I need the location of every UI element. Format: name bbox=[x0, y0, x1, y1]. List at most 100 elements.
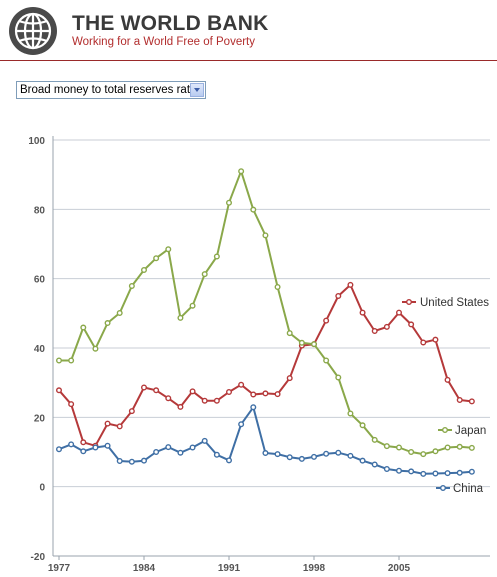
data-point bbox=[262, 232, 269, 239]
data-point bbox=[177, 314, 184, 321]
data-point bbox=[201, 437, 208, 444]
data-point bbox=[213, 451, 220, 458]
data-point bbox=[140, 384, 147, 391]
data-point bbox=[56, 357, 63, 364]
data-point bbox=[189, 444, 196, 451]
series-label: Japan bbox=[455, 425, 486, 437]
data-point bbox=[383, 443, 390, 450]
data-point bbox=[347, 410, 354, 417]
data-point bbox=[116, 423, 123, 430]
data-point bbox=[444, 470, 451, 477]
data-point bbox=[347, 281, 354, 288]
data-point bbox=[420, 470, 427, 477]
indicator-select-value: Broad money to total reserves ratio bbox=[20, 84, 199, 96]
data-point bbox=[432, 448, 439, 455]
data-point bbox=[140, 457, 147, 464]
brand-name[interactable]: THE WORLD BANK bbox=[72, 12, 269, 35]
data-point bbox=[68, 357, 75, 364]
y-tick-label: -20 bbox=[31, 552, 46, 563]
data-point bbox=[104, 442, 111, 449]
series-label: United States bbox=[420, 297, 489, 309]
data-point bbox=[396, 467, 403, 474]
y-tick-label: 100 bbox=[28, 136, 45, 147]
data-point bbox=[250, 404, 257, 411]
data-point bbox=[201, 271, 208, 278]
data-point bbox=[225, 199, 232, 206]
x-tick-label: 1998 bbox=[303, 563, 326, 574]
data-point bbox=[298, 455, 305, 462]
data-point bbox=[311, 341, 318, 348]
data-point bbox=[189, 302, 196, 309]
data-point bbox=[116, 309, 123, 316]
x-tick-label: 1991 bbox=[218, 563, 241, 574]
data-point bbox=[140, 267, 147, 274]
data-point bbox=[396, 309, 403, 316]
data-point bbox=[286, 330, 293, 337]
data-point bbox=[359, 457, 366, 464]
data-point bbox=[165, 246, 172, 253]
data-point bbox=[262, 390, 269, 397]
data-point bbox=[335, 449, 342, 456]
x-tick-label: 1984 bbox=[133, 563, 156, 574]
globe-logo-icon[interactable] bbox=[8, 6, 58, 56]
data-point bbox=[468, 444, 475, 451]
data-point bbox=[189, 388, 196, 395]
data-point bbox=[383, 465, 390, 472]
y-tick-label: 60 bbox=[34, 275, 46, 286]
data-point bbox=[213, 253, 220, 260]
data-point bbox=[420, 451, 427, 458]
data-point bbox=[56, 387, 63, 394]
data-point bbox=[286, 375, 293, 382]
data-point bbox=[250, 391, 257, 398]
data-point bbox=[371, 328, 378, 335]
data-point bbox=[323, 357, 330, 364]
data-point bbox=[225, 389, 232, 396]
data-point bbox=[104, 420, 111, 427]
data-point bbox=[250, 206, 257, 213]
data-point bbox=[359, 422, 366, 429]
data-point bbox=[238, 381, 245, 388]
data-point bbox=[468, 398, 475, 405]
data-point bbox=[359, 309, 366, 316]
data-point bbox=[456, 469, 463, 476]
y-tick-label: 40 bbox=[34, 344, 46, 355]
legend-marker bbox=[406, 299, 413, 306]
data-point bbox=[408, 449, 415, 456]
data-point bbox=[128, 282, 135, 289]
data-point bbox=[432, 470, 439, 477]
data-point bbox=[128, 458, 135, 465]
data-point bbox=[213, 397, 220, 404]
data-point bbox=[128, 408, 135, 415]
series-label: China bbox=[453, 483, 484, 495]
data-point bbox=[56, 446, 63, 453]
data-point bbox=[177, 449, 184, 456]
data-point bbox=[92, 444, 99, 451]
data-point bbox=[298, 339, 305, 346]
data-point bbox=[335, 374, 342, 381]
data-point bbox=[153, 255, 160, 262]
data-point bbox=[153, 387, 160, 394]
data-point bbox=[347, 452, 354, 459]
y-tick-label: 0 bbox=[39, 483, 45, 494]
data-point bbox=[201, 397, 208, 404]
data-point bbox=[80, 324, 87, 331]
data-point bbox=[444, 444, 451, 451]
data-point bbox=[238, 168, 245, 175]
data-point bbox=[238, 421, 245, 428]
brand-tagline: Working for a World Free of Poverty bbox=[72, 36, 256, 48]
data-point bbox=[371, 461, 378, 468]
data-point bbox=[408, 321, 415, 328]
data-point bbox=[311, 453, 318, 460]
data-point bbox=[274, 451, 281, 458]
data-point bbox=[286, 454, 293, 461]
y-tick-label: 20 bbox=[34, 413, 46, 424]
indicator-select[interactable]: Broad money to total reserves ratio bbox=[16, 81, 206, 99]
data-point bbox=[408, 468, 415, 475]
data-point bbox=[335, 293, 342, 300]
data-point bbox=[274, 283, 281, 290]
data-point bbox=[262, 450, 269, 457]
data-point bbox=[274, 391, 281, 398]
chevron-down-icon[interactable] bbox=[190, 83, 204, 97]
data-point bbox=[383, 323, 390, 330]
